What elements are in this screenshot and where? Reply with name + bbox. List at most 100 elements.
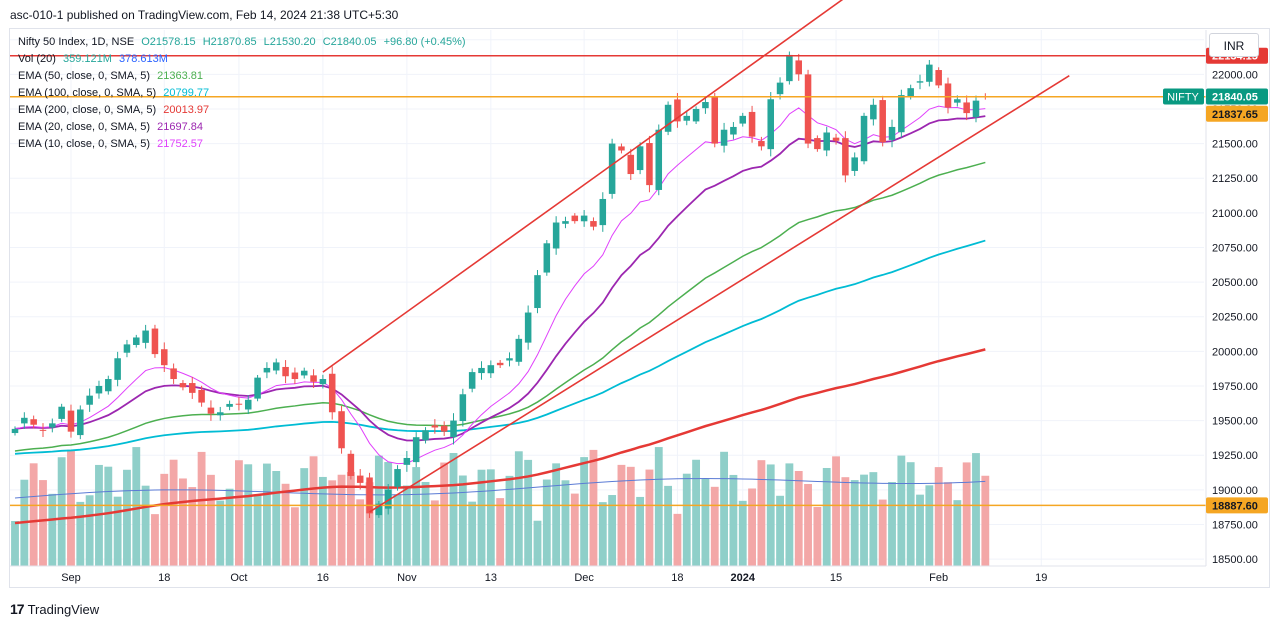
candle-body [506, 358, 513, 361]
candle-body [254, 377, 261, 399]
volume-bar [468, 501, 477, 566]
ema50-label: EMA (50, close, 0, SMA, 5) [18, 70, 151, 82]
time-tick-label: 13 [485, 572, 497, 584]
candle-body [646, 143, 653, 186]
volume-bar [393, 494, 402, 566]
ema200-legend[interactable]: EMA (200, close, 0, SMA, 5) 20013.97 [18, 102, 213, 119]
volume-bar [188, 487, 197, 566]
currency-button[interactable]: INR [1209, 33, 1259, 57]
volume-bar [636, 496, 645, 566]
price-tick-label: 20750.00 [1212, 242, 1258, 254]
volume-bar [123, 469, 131, 566]
candle-body [888, 126, 896, 140]
volume-bar [85, 495, 94, 566]
ema10-legend[interactable]: EMA (10, close, 0, SMA, 5) 21752.57 [18, 136, 207, 153]
volume-legend[interactable]: Vol (20) 359.121M 378.613M [18, 51, 172, 68]
volume-bar [906, 462, 915, 566]
candle-body [870, 104, 877, 120]
ema50-legend[interactable]: EMA (50, close, 0, SMA, 5) 21363.81 [18, 68, 207, 85]
candle-body [851, 157, 858, 171]
candle-body [608, 143, 616, 194]
candle-body [133, 337, 140, 345]
candle-body [11, 428, 19, 434]
ema100-legend[interactable]: EMA (100, close, 0, SMA, 5) 20799.77 [18, 85, 213, 102]
low-value: L21530.20 [263, 36, 316, 48]
volume-bar [430, 500, 439, 566]
candle-body [114, 358, 121, 380]
price-tick-label: 19000.00 [1212, 485, 1258, 497]
price-tick-label: 19500.00 [1212, 416, 1258, 428]
volume-bar [776, 495, 784, 566]
candle-body [39, 429, 47, 431]
candle-body [562, 221, 569, 224]
volume-bar [412, 467, 421, 566]
candle-body [319, 379, 327, 385]
candle-body [795, 60, 802, 75]
volume-bar [608, 495, 617, 566]
volume-bar [720, 451, 728, 566]
candle-body [674, 99, 681, 122]
volume-bar [934, 467, 943, 566]
candle-body [263, 367, 271, 373]
support-price-label: 21837.65 [1212, 109, 1258, 121]
volume-bar [141, 485, 150, 566]
price-tick-label: 18500.00 [1212, 554, 1258, 566]
candle-body [683, 115, 691, 121]
volume-bar [39, 480, 47, 566]
candle-body [235, 403, 243, 405]
ema200-line [14, 348, 986, 525]
volume-bar [365, 482, 374, 566]
candle-body [226, 403, 233, 407]
published-header: asc-010-1 published on TradingView.com, … [10, 8, 399, 22]
ema20-label: EMA (20, close, 0, SMA, 5) [18, 121, 151, 133]
volume-label: Vol (20) [18, 53, 56, 65]
candle-body [804, 74, 812, 144]
candle-body [347, 453, 355, 476]
support-price-label-bg [1206, 497, 1268, 514]
candle-body [730, 126, 737, 135]
candle-body [244, 399, 252, 410]
volume-bar [878, 499, 887, 566]
candle-body [95, 385, 103, 394]
candle-body [450, 420, 457, 438]
volume-bar [179, 478, 187, 566]
candle-body [328, 373, 336, 413]
volume-bar [262, 463, 271, 566]
candle-body [786, 54, 793, 82]
candle-body [151, 328, 159, 355]
high-value: H21870.85 [202, 36, 257, 48]
volume-bar [729, 474, 738, 566]
volume-bar [664, 485, 673, 566]
candle-body [748, 111, 756, 137]
volume-bar [309, 456, 318, 566]
last-price-label-bg [1206, 88, 1268, 105]
volume-bar [645, 469, 654, 566]
volume-bar [804, 483, 812, 566]
tradingview-footer[interactable]: 17 TradingView [10, 601, 99, 617]
volume-bar [235, 460, 243, 566]
volume-bar [104, 466, 113, 566]
volume-bar [794, 471, 803, 566]
ema20-legend[interactable]: EMA (20, close, 0, SMA, 5) 21697.84 [18, 119, 207, 136]
candle-body [907, 88, 914, 96]
time-tick-label: Sep [61, 572, 81, 584]
volume-bar [11, 521, 19, 566]
volume-bar [253, 495, 262, 566]
ema20-value: 21697.84 [157, 121, 204, 133]
volume-bar [216, 500, 225, 566]
candle-body [515, 338, 523, 362]
candle-body [534, 275, 541, 309]
candle-body [524, 312, 532, 343]
candle-body [496, 362, 504, 366]
price-tick-label: 21500.00 [1212, 139, 1258, 151]
ema200-value: 20013.97 [163, 104, 210, 116]
candle-body [954, 99, 961, 103]
symbol-label[interactable]: Nifty 50 Index, 1D, NSE [18, 36, 135, 48]
support-price-label-bg [1206, 105, 1268, 122]
volume-bar [822, 467, 831, 566]
price-tick-label: 21250.00 [1212, 173, 1258, 185]
price-tick-label: 19250.00 [1212, 450, 1258, 462]
volume-bar [598, 502, 607, 566]
candle-body [207, 407, 215, 414]
